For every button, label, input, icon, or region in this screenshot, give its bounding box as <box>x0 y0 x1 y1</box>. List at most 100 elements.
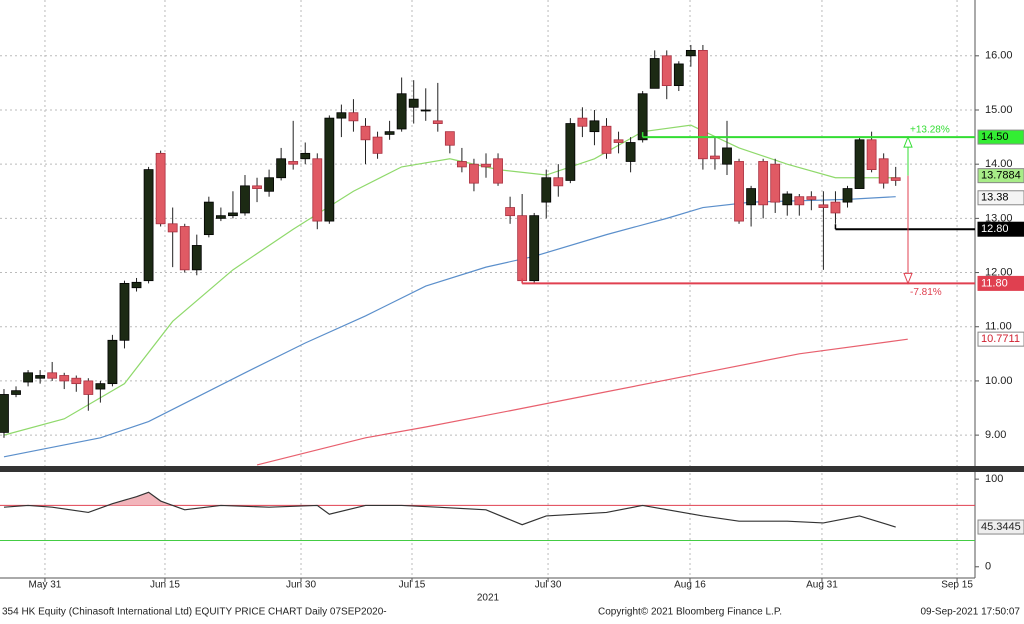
candle-body <box>649 58 660 89</box>
moving-average <box>3 196 896 458</box>
candle-body <box>469 163 479 184</box>
candle-body <box>420 109 431 112</box>
candle-body <box>167 223 178 233</box>
price-callout <box>977 190 1024 206</box>
rsi-line <box>3 491 896 528</box>
price-callout-label: 14.50 <box>981 131 1009 143</box>
price-callout-label: 12.80 <box>981 223 1009 235</box>
rsi-tick-label: 100 <box>985 473 1003 485</box>
rsi-callout <box>977 519 1024 535</box>
y-tick-label: 16.00 <box>985 50 1013 62</box>
candle-body <box>372 136 383 154</box>
candle-body <box>517 215 528 282</box>
candle-body <box>746 188 757 206</box>
price-callout <box>977 168 1024 184</box>
price-callout <box>977 129 1024 145</box>
candle-body <box>384 131 395 135</box>
candle-body <box>842 188 853 203</box>
candle-body <box>637 93 648 141</box>
footer-left: 354 HK Equity (Chinasoft International L… <box>2 607 387 618</box>
x-tick-label: Jul 30 <box>535 580 562 591</box>
candle-body <box>890 177 901 181</box>
moving-average <box>256 338 908 466</box>
candle-body <box>770 163 781 203</box>
level-annotation: +13.28% <box>910 125 950 136</box>
candle-body <box>408 98 419 108</box>
x-tick-label: May 31 <box>29 580 62 591</box>
candle-body <box>131 281 142 289</box>
candle-body <box>47 372 58 379</box>
rsi-shade <box>107 492 173 506</box>
candle-body <box>734 161 744 222</box>
y-tick-label: 11.00 <box>985 321 1012 333</box>
candle-body <box>83 380 94 395</box>
candle-body <box>396 93 407 130</box>
candle-body <box>456 161 467 168</box>
rsi-tick-label: 0 <box>985 561 991 573</box>
candle-body <box>722 147 732 165</box>
x-tick-label: Sep 15 <box>941 580 973 591</box>
price-callout <box>977 221 1024 237</box>
candle-body <box>758 161 769 206</box>
candle-body <box>505 207 515 217</box>
candle-body <box>529 215 540 282</box>
candle-body <box>0 394 9 433</box>
price-callout-label: 13.7884 <box>981 170 1021 182</box>
candle-body <box>215 215 226 219</box>
candle-body <box>143 169 154 282</box>
candle-body <box>878 158 889 184</box>
y-tick-label: 9.00 <box>985 429 1006 441</box>
y-tick-label: 12.00 <box>985 266 1013 278</box>
candle-body <box>348 112 359 122</box>
x-tick-label: Jun 30 <box>286 580 316 591</box>
candle-body <box>240 185 250 214</box>
footer-right: 09-Sep-2021 17:50:07 <box>920 607 1020 618</box>
candle-body <box>23 372 33 383</box>
rsi-callout-label: 45.3445 <box>981 521 1021 533</box>
candle-body <box>179 226 190 271</box>
candle-body <box>252 185 262 189</box>
candle-body <box>300 152 311 160</box>
candle-body <box>35 375 46 379</box>
footer-center: Copyright© 2021 Bloomberg Finance L.P. <box>598 607 782 618</box>
panel-divider <box>0 466 1024 472</box>
price-callout-label: 10.7711 <box>981 333 1020 345</box>
candle-body <box>360 125 371 141</box>
candle-body <box>854 139 865 189</box>
candle-body <box>493 158 503 184</box>
year-label: 2021 <box>477 593 500 604</box>
candle-body <box>661 55 672 87</box>
candle-body <box>481 163 491 168</box>
price-callout <box>977 331 1024 347</box>
candle-body <box>589 120 600 133</box>
arrow-head <box>903 135 913 148</box>
candle-body <box>119 282 130 341</box>
candle-body <box>685 49 696 57</box>
candle-body <box>71 377 82 385</box>
y-tick-label: 14.00 <box>985 158 1013 170</box>
candle-body <box>336 112 347 119</box>
candle-body <box>324 117 335 222</box>
candle-body <box>11 390 21 395</box>
x-tick-label: Aug 16 <box>674 580 706 591</box>
candle-body <box>553 177 564 187</box>
arrow-head <box>903 272 913 285</box>
candle-body <box>613 139 624 143</box>
candle-body <box>288 161 299 165</box>
candle-body <box>107 339 118 385</box>
x-tick-label: Aug 31 <box>806 580 838 591</box>
price-callout-label: 11.80 <box>981 277 1008 289</box>
candle-body <box>444 131 455 146</box>
candle-body <box>264 177 274 192</box>
candle-body <box>312 158 323 222</box>
candle-body <box>866 139 877 171</box>
candle-body <box>276 158 287 179</box>
x-tick-label: Jul 15 <box>399 580 426 591</box>
price-callout-label: 13.38 <box>981 192 1009 204</box>
candle-body <box>698 49 708 160</box>
candle-body <box>782 193 793 206</box>
candle-body <box>601 125 612 154</box>
price-callout <box>977 275 1024 291</box>
